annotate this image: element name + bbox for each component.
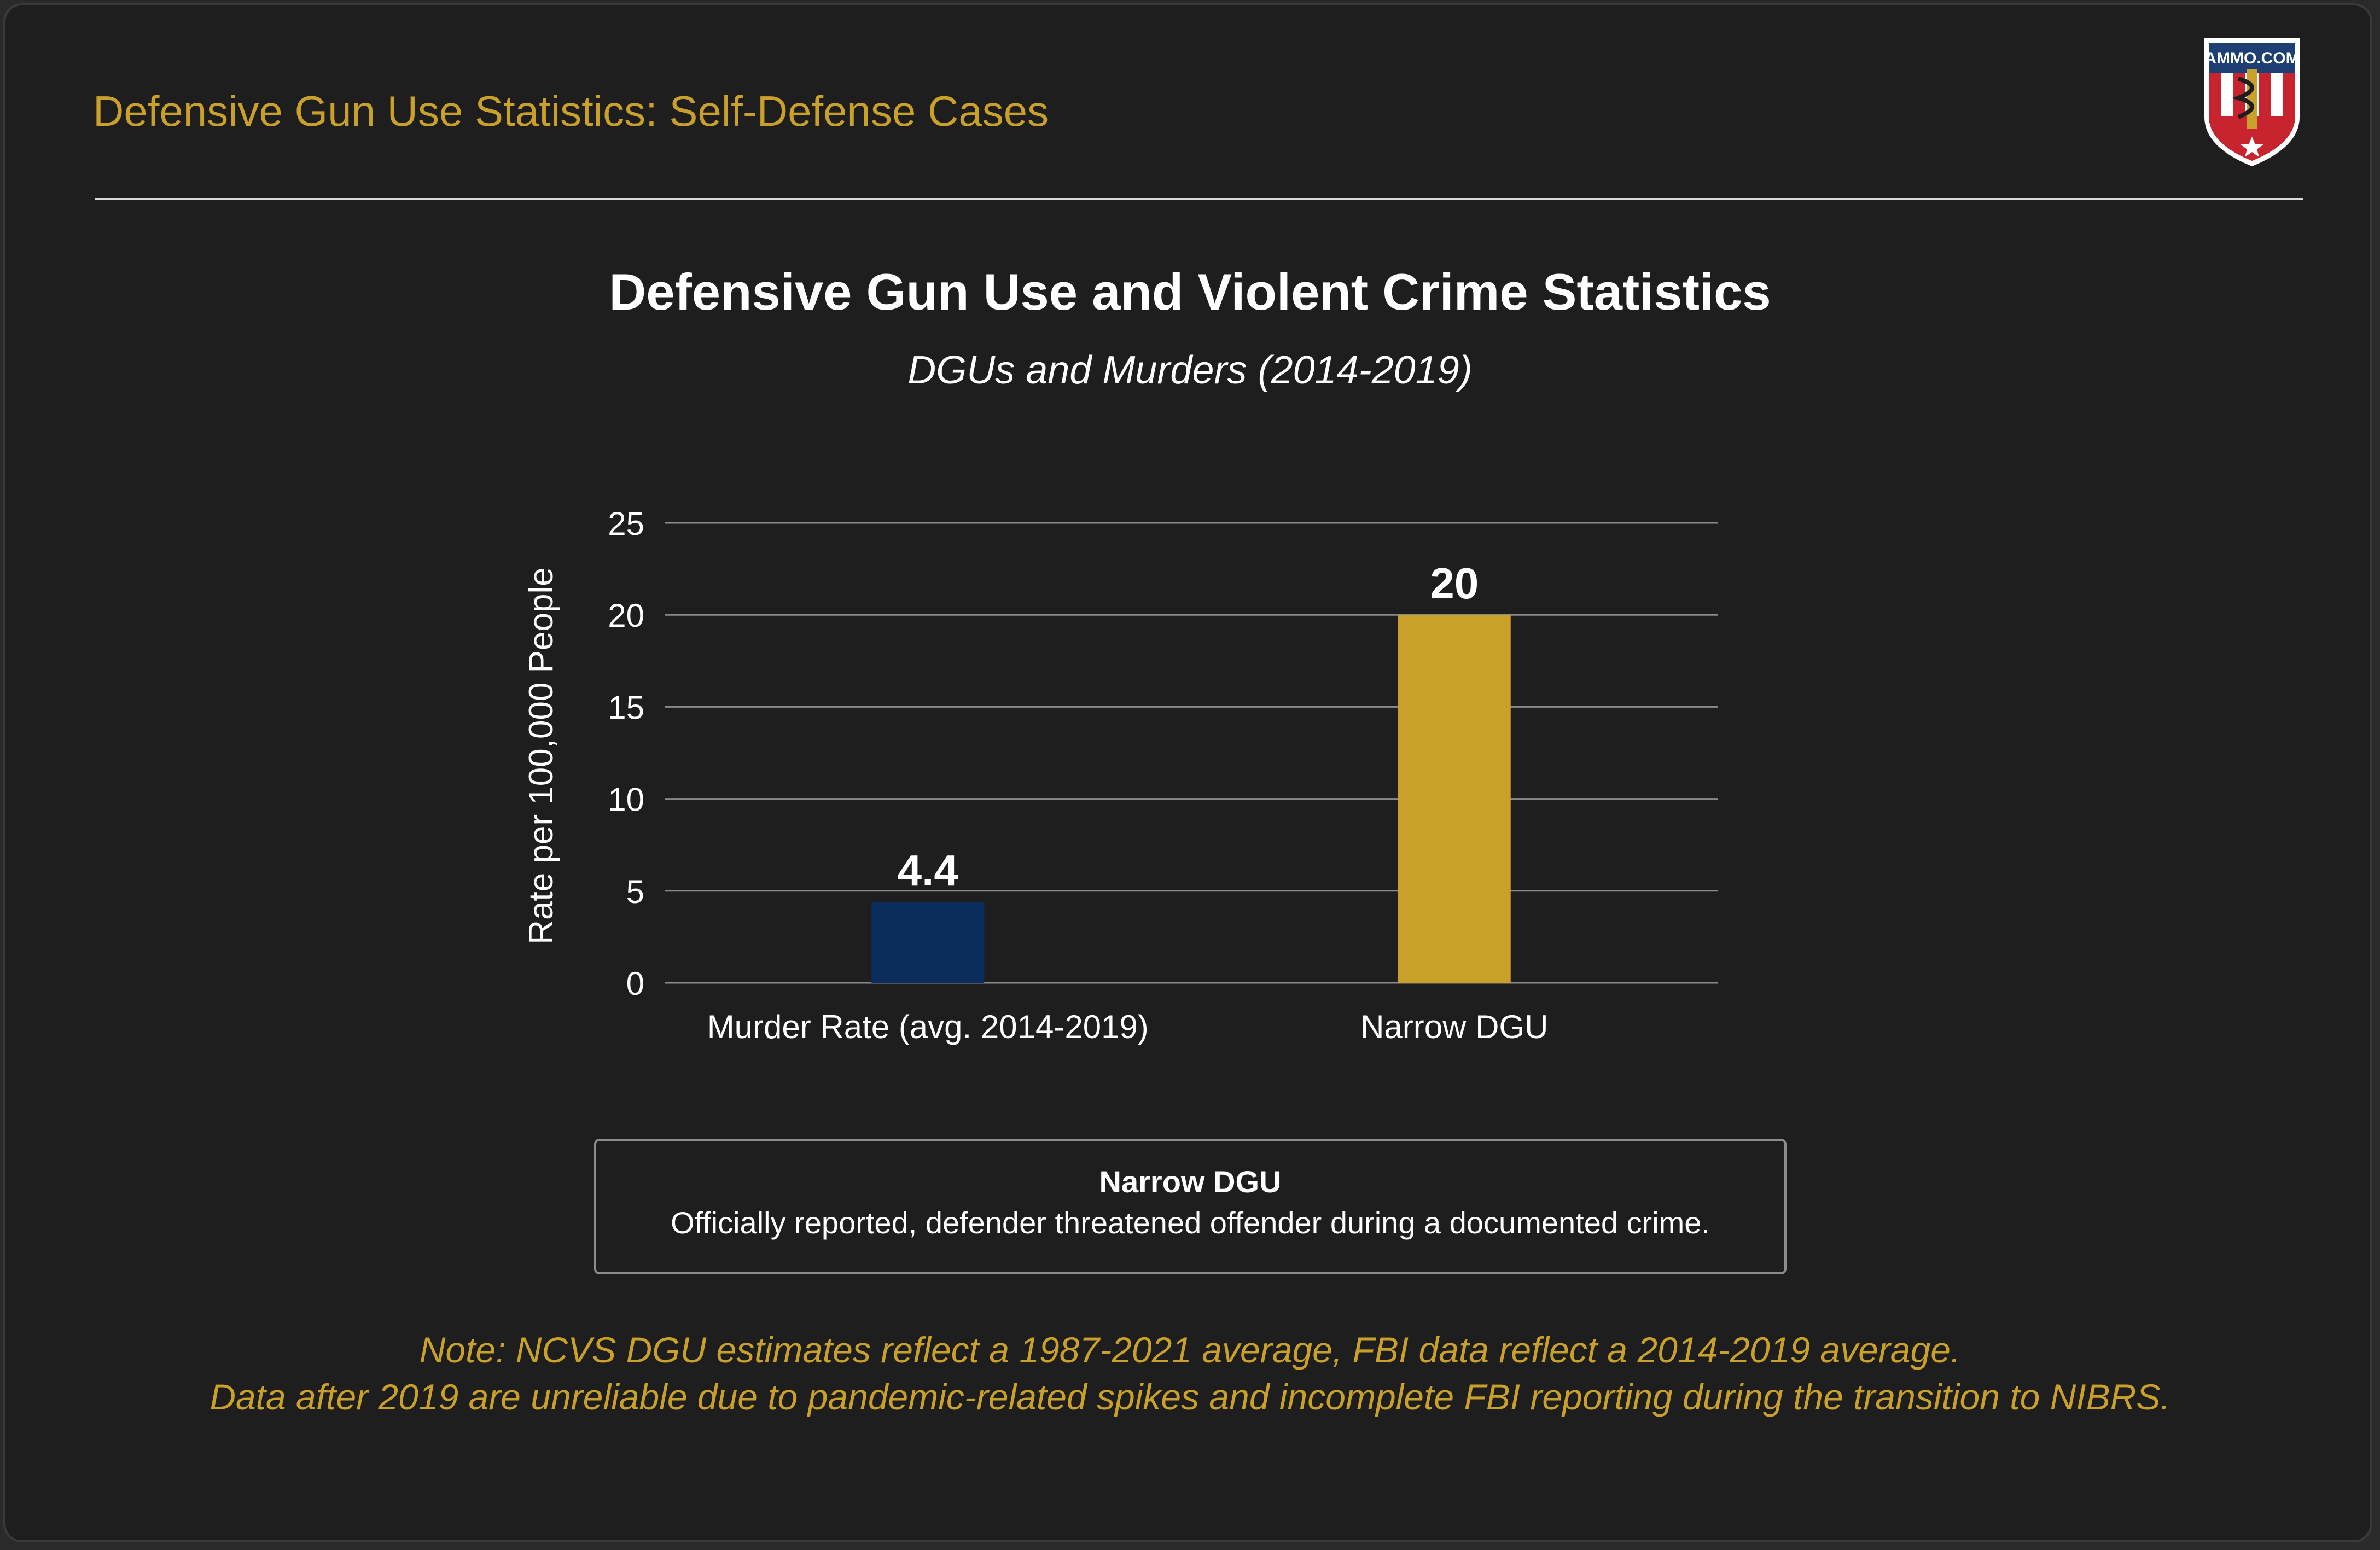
y-tick-label: 10 [608, 782, 644, 818]
header-divider [95, 198, 2303, 200]
chart-data-labels: 4.4 20 [898, 559, 1479, 895]
chart-gridlines [665, 522, 1718, 984]
footnote-line-2: Data after 2019 are unreliable due to pa… [210, 1377, 2170, 1417]
legend-box: Narrow DGU Officially reported, defender… [594, 1139, 1787, 1274]
y-tick-label: 25 [608, 505, 644, 542]
x-tick-label: Narrow DGU [1360, 1009, 1548, 1045]
ammo-com-logo: AMMO.COM [2204, 38, 2300, 166]
x-tick-label: Murder Rate (avg. 2014-2019) [707, 1009, 1149, 1045]
bar-value-label: 20 [1430, 559, 1479, 608]
footnote-line-1: Note: NCVS DGU estimates reflect a 1987-… [419, 1330, 1961, 1370]
infographic-card: Defensive Gun Use Statistics: Self-Defen… [3, 3, 2372, 1542]
chart-bars [871, 615, 1511, 983]
legend-title: Narrow DGU [1099, 1164, 1282, 1199]
bar-value-label: 4.4 [898, 846, 959, 895]
chart-subtitle: DGUs and Murders (2014-2019) [907, 348, 1473, 392]
y-tick-label: 15 [608, 689, 644, 726]
y-tick-label: 5 [626, 873, 644, 910]
y-axis-label: Rate per 100,000 People [522, 567, 560, 944]
x-axis-ticks: Murder Rate (avg. 2014-2019) Narrow DGU [707, 1009, 1549, 1045]
page-title: Defensive Gun Use Statistics: Self-Defen… [93, 87, 1049, 135]
y-tick-label: 0 [626, 965, 644, 1002]
y-axis-ticks: 0 5 10 15 20 25 [608, 505, 644, 1002]
bar-murder-rate [871, 901, 985, 983]
logo-text: AMMO.COM [2204, 49, 2299, 67]
bar-narrow-dgu [1398, 615, 1511, 983]
y-tick-label: 20 [608, 597, 644, 634]
legend-description: Officially reported, defender threatened… [671, 1205, 1710, 1240]
chart-title: Defensive Gun Use and Violent Crime Stat… [609, 263, 1771, 321]
